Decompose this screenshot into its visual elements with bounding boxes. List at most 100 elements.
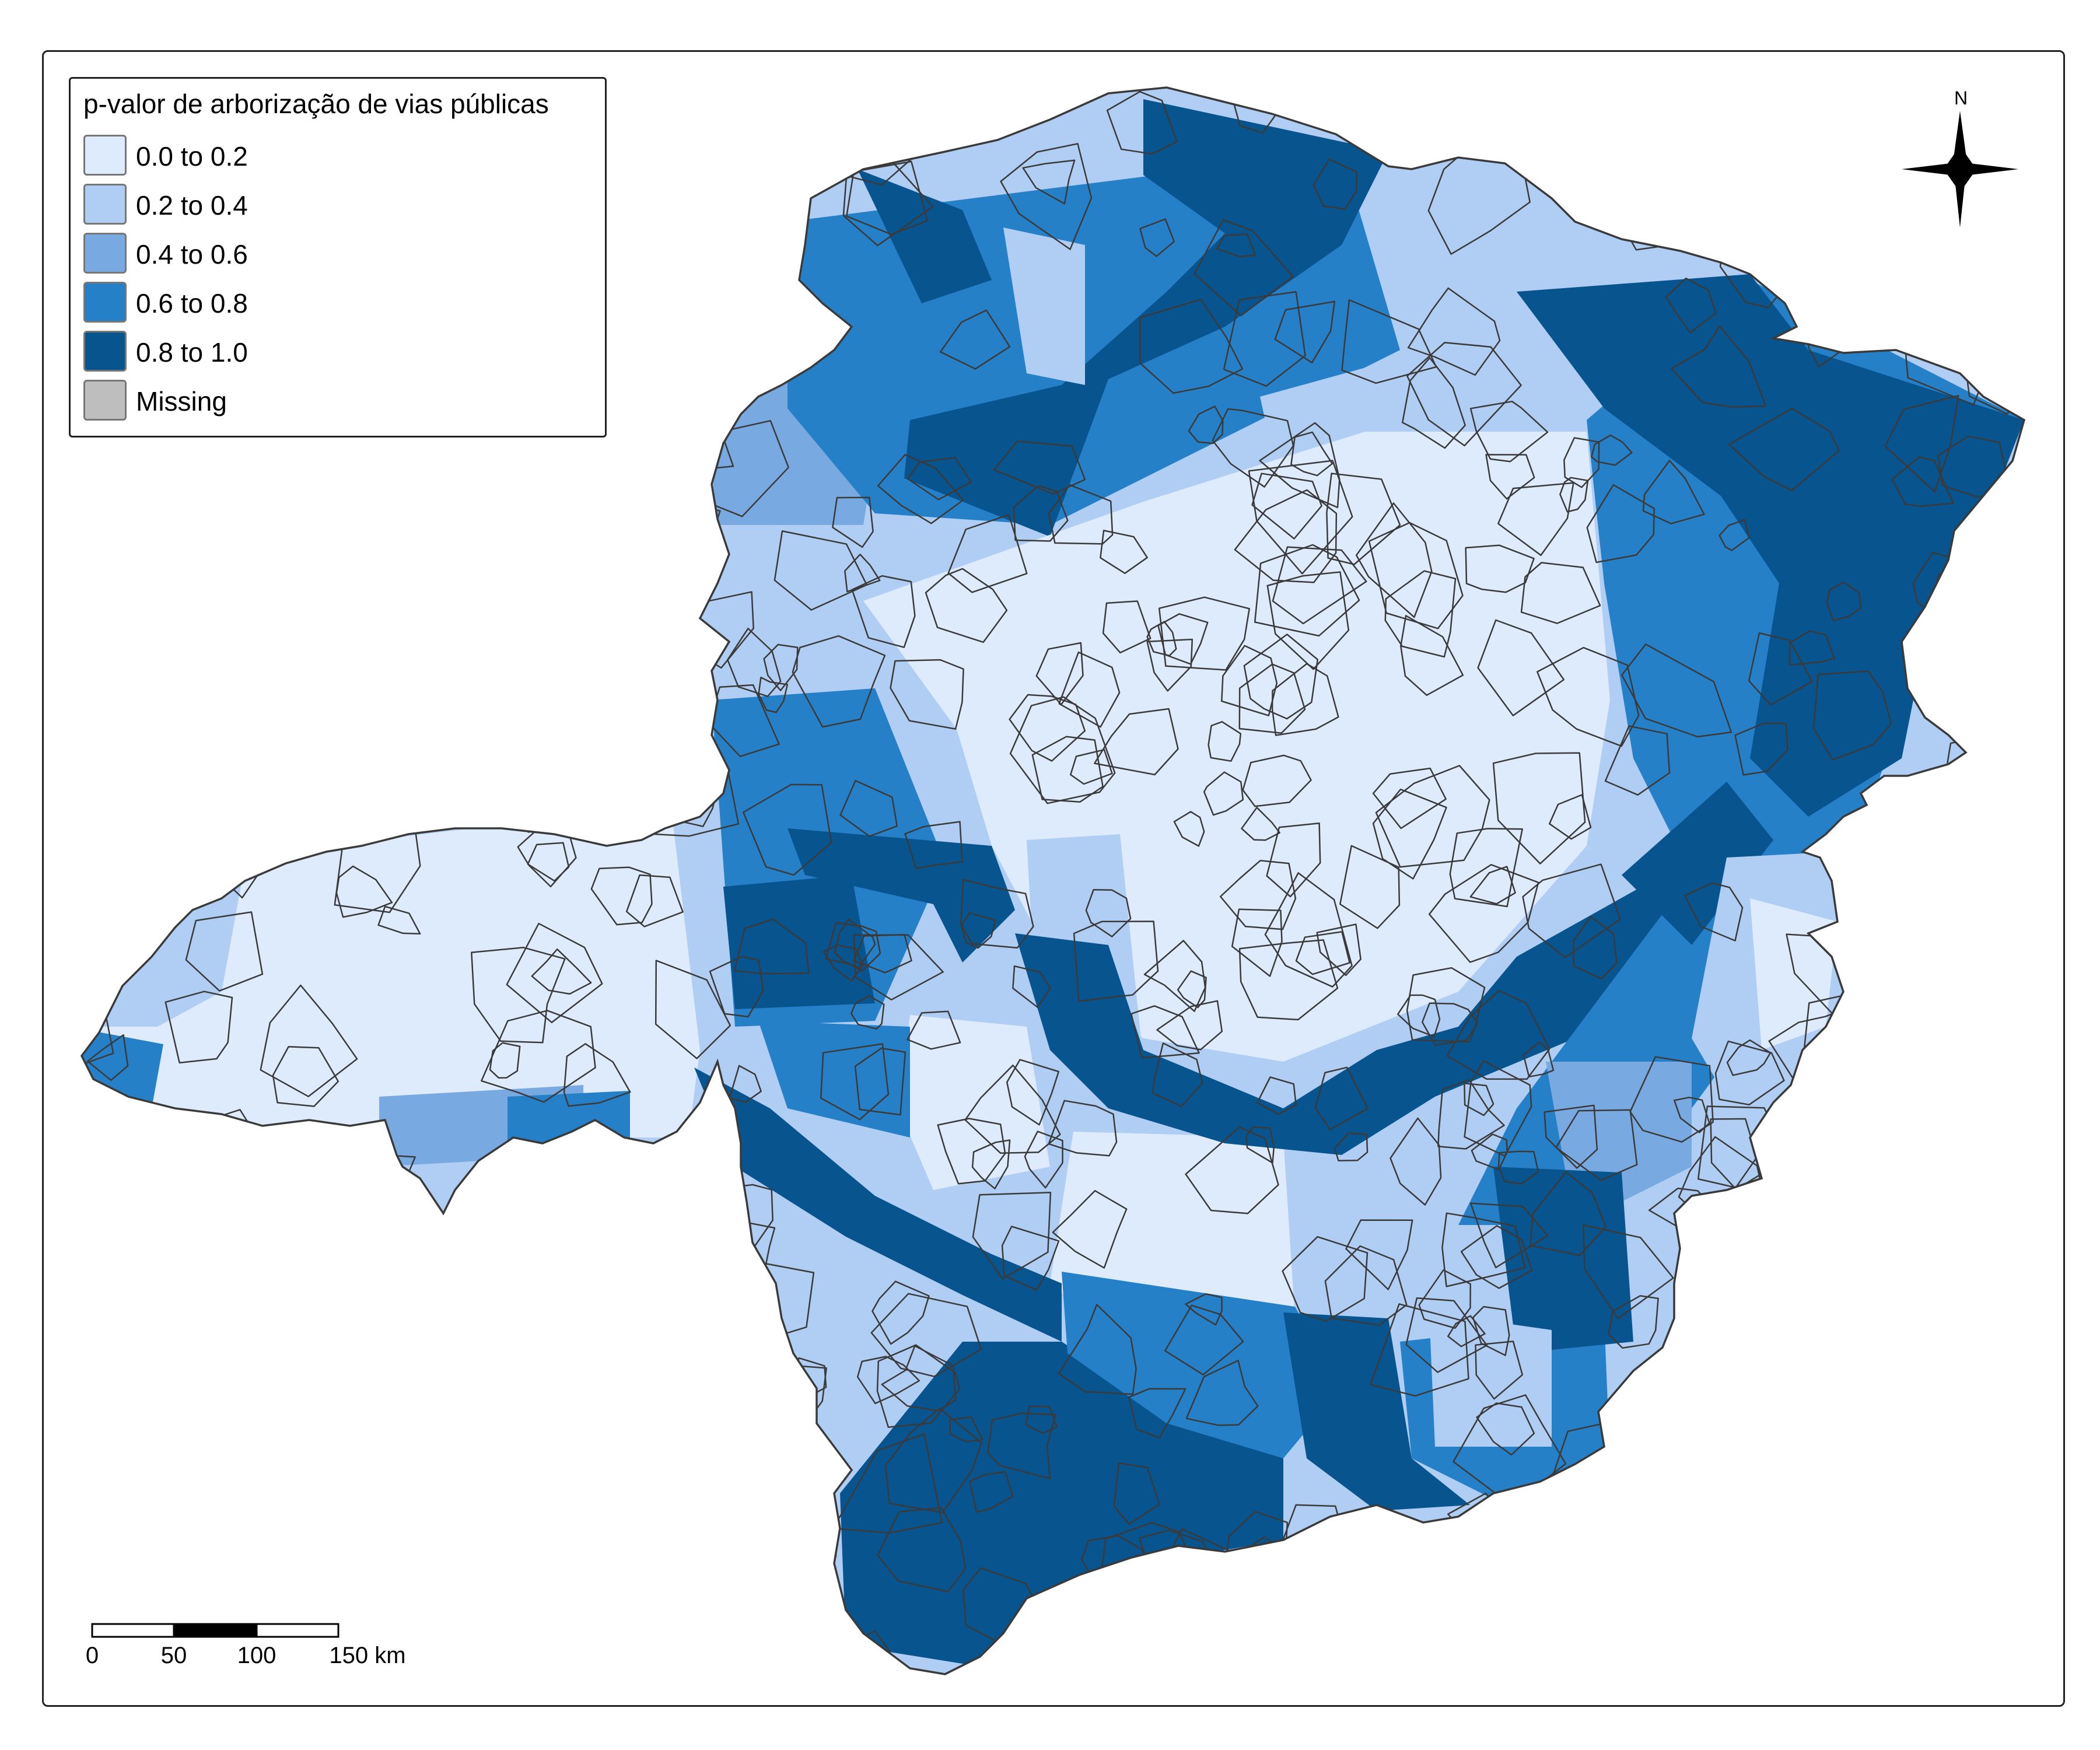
municipality-boundary xyxy=(219,1276,312,1351)
municipality-boundary xyxy=(408,686,500,792)
municipality-boundary xyxy=(987,1412,1056,1480)
municipality-boundary xyxy=(1128,1388,1186,1439)
municipality-boundary xyxy=(578,1458,691,1545)
municipality-boundary xyxy=(1143,940,1206,1012)
municipality-boundary xyxy=(782,312,832,352)
municipality-boundary xyxy=(1710,1118,1758,1189)
municipality-boundary xyxy=(1475,1340,1524,1400)
municipality-boundary xyxy=(1704,1533,1761,1592)
municipality-boundary xyxy=(1368,522,1464,629)
municipality-boundary xyxy=(1865,1002,1944,1081)
municipality-boundary xyxy=(1861,1509,1920,1590)
municipality-boundary xyxy=(919,88,1006,143)
municipality-boundary xyxy=(82,475,131,569)
municipality-boundary xyxy=(1884,394,1959,493)
municipality-boundary xyxy=(832,496,874,548)
municipality-boundary xyxy=(2014,579,2024,622)
municipality-boundary xyxy=(1031,736,1104,803)
municipality-boundary xyxy=(1485,454,1535,500)
municipality-boundary xyxy=(424,1269,502,1338)
municipality-boundary xyxy=(1751,1540,1802,1584)
municipality-boundary xyxy=(1979,538,2024,611)
municipality-boundary xyxy=(1986,575,2024,642)
municipality-boundary xyxy=(1469,400,1549,463)
scale-tick-label: 150 km xyxy=(329,1643,406,1668)
municipality-boundary xyxy=(1052,1189,1128,1269)
municipality-boundary xyxy=(374,1333,437,1412)
municipality-boundary xyxy=(1006,1059,1060,1126)
municipality-boundary xyxy=(1689,88,1766,177)
municipality-boundary xyxy=(260,984,358,1097)
municipality-boundary xyxy=(1266,571,1350,670)
municipality-boundary xyxy=(653,481,716,545)
municipality-boundary xyxy=(1536,646,1640,747)
municipality-boundary xyxy=(496,1391,530,1439)
municipality-boundary xyxy=(250,1344,321,1433)
municipality-boundary xyxy=(1519,1526,1577,1590)
municipality-boundary xyxy=(1779,1271,1875,1374)
municipality-boundary xyxy=(1663,1415,1700,1461)
municipality-boundary xyxy=(1961,1098,2024,1170)
municipality-boundary xyxy=(1485,1615,1554,1674)
municipality-boundary xyxy=(568,562,620,617)
municipality-boundary xyxy=(1314,1066,1368,1130)
municipality-boundary xyxy=(960,878,1034,949)
municipality-boundary xyxy=(420,516,463,553)
municipality-boundary xyxy=(377,905,421,935)
municipality-boundary xyxy=(937,1118,1006,1185)
municipality-boundary xyxy=(47,1401,76,1434)
municipality-boundary xyxy=(1850,1405,1926,1496)
scale-segment xyxy=(173,1623,258,1638)
municipality-boundary xyxy=(259,597,306,634)
municipality-boundary xyxy=(615,270,657,304)
municipality-boundary xyxy=(1219,860,1297,930)
legend: p-valor de arborização de vias públicas … xyxy=(69,77,607,438)
municipality-boundary xyxy=(1471,1133,1508,1171)
municipality-boundary xyxy=(1477,619,1565,716)
municipality-boundary xyxy=(1643,1528,1741,1618)
municipality-boundary xyxy=(520,1571,617,1671)
municipality-boundary xyxy=(1866,1523,1946,1608)
municipality-boundary xyxy=(1530,1171,1607,1256)
municipality-boundary xyxy=(763,643,799,691)
legend-label: 0.2 to 0.4 xyxy=(136,190,248,220)
municipality-boundary xyxy=(1712,1476,1750,1517)
municipality-boundary xyxy=(1675,1313,1707,1345)
municipality-boundary xyxy=(548,515,574,555)
municipality-boundary xyxy=(1407,287,1501,376)
municipality-boundary xyxy=(489,738,530,780)
municipality-boundary xyxy=(652,698,692,741)
municipality-boundary xyxy=(340,1280,452,1354)
municipality-boundary xyxy=(247,723,325,816)
region-ec-light xyxy=(1429,1312,1552,1447)
municipality-boundary xyxy=(385,457,477,524)
municipality-boundary xyxy=(1994,735,2024,776)
municipality-boundary xyxy=(578,797,617,839)
municipality-boundary xyxy=(939,309,1011,370)
municipality-boundary xyxy=(1726,1039,1772,1076)
municipality-boundary xyxy=(1522,1041,1555,1078)
municipality-boundary xyxy=(1185,1293,1223,1326)
municipality-boundary xyxy=(907,457,972,501)
municipality-boundary xyxy=(1024,1130,1063,1189)
municipality-boundary xyxy=(1684,882,1744,942)
map-frame xyxy=(42,50,2065,1707)
municipality-boundary xyxy=(142,607,229,697)
municipality-boundary xyxy=(173,1560,219,1608)
municipality-boundary xyxy=(1469,1202,1549,1269)
municipality-boundary xyxy=(607,124,702,216)
region-north-light xyxy=(1003,228,1085,385)
legend-label: 0.6 to 0.8 xyxy=(136,288,248,318)
municipality-boundary xyxy=(1106,1591,1177,1665)
municipality-boundary xyxy=(1845,1351,1915,1404)
municipality-boundary xyxy=(421,1221,473,1265)
municipality-boundary xyxy=(1221,645,1278,716)
municipality-boundary xyxy=(1788,630,1835,666)
municipality-boundary xyxy=(832,1433,943,1534)
municipality-boundary xyxy=(1748,632,1813,706)
municipality-boundary xyxy=(1242,754,1312,807)
municipality-boundary xyxy=(1801,129,1857,172)
municipality-boundary xyxy=(654,960,732,1059)
municipality-boundary xyxy=(1815,1211,1891,1270)
municipality-boundary xyxy=(1573,916,1618,979)
